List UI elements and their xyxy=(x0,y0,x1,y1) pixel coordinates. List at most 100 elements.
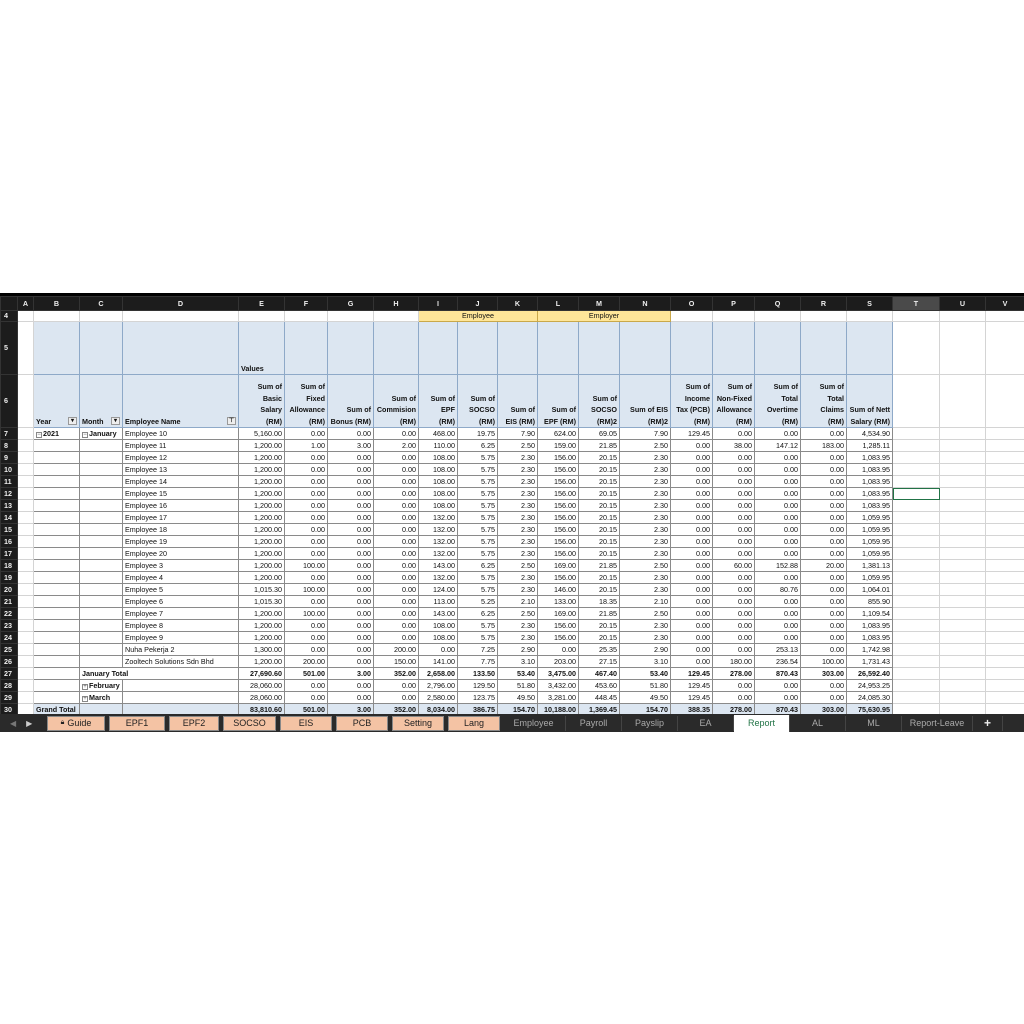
cell[interactable] xyxy=(17,631,34,644)
cell[interactable] xyxy=(892,463,940,476)
value-cell[interactable]: 20.15 xyxy=(578,523,620,536)
value-cell[interactable]: 2.50 xyxy=(497,607,538,620)
value-cell[interactable]: 448.45 xyxy=(578,691,620,704)
value-cell[interactable]: 0.00 xyxy=(327,631,374,644)
row-header-19[interactable]: 19 xyxy=(0,571,18,584)
value-cell[interactable]: 467.40 xyxy=(578,667,620,680)
value-cell[interactable]: 0.00 xyxy=(327,619,374,632)
column-header-H[interactable]: H xyxy=(373,296,419,311)
value-cell[interactable]: 20.15 xyxy=(578,463,620,476)
value-cell[interactable]: 2.30 xyxy=(619,571,671,584)
value-cell[interactable]: 108.00 xyxy=(418,499,458,512)
employee-name-cell[interactable]: Employee 8 xyxy=(122,619,239,632)
cell[interactable] xyxy=(284,310,328,322)
cell[interactable] xyxy=(17,607,34,620)
value-cell[interactable]: 0.00 xyxy=(327,475,374,488)
value-cell[interactable]: 7.25 xyxy=(457,643,498,656)
value-cell[interactable]: 0.00 xyxy=(284,475,328,488)
value-cell[interactable]: 0.00 xyxy=(284,511,328,524)
sheet-tab-payroll[interactable]: Payroll xyxy=(566,715,622,731)
row-header-16[interactable]: 16 xyxy=(0,535,18,548)
value-cell[interactable]: 20.15 xyxy=(578,451,620,464)
value-cell[interactable]: 5.75 xyxy=(457,451,498,464)
cell[interactable] xyxy=(939,463,986,476)
cell[interactable] xyxy=(985,427,1024,440)
value-cell[interactable]: 1.00 xyxy=(284,439,328,452)
value-cell[interactable]: 1,109.54 xyxy=(846,607,893,620)
cell[interactable] xyxy=(892,439,940,452)
value-cell[interactable]: 0.00 xyxy=(373,463,419,476)
cell[interactable] xyxy=(892,475,940,488)
cell[interactable] xyxy=(17,679,34,692)
cell[interactable] xyxy=(537,321,579,375)
value-cell[interactable]: 1,083.95 xyxy=(846,619,893,632)
year-cell[interactable] xyxy=(33,463,80,476)
value-cell[interactable]: 133.50 xyxy=(457,667,498,680)
value-cell[interactable]: 20.00 xyxy=(800,559,847,572)
cell[interactable] xyxy=(17,374,34,428)
month-cell[interactable] xyxy=(79,571,123,584)
cell[interactable] xyxy=(939,607,986,620)
value-cell[interactable]: 6.25 xyxy=(457,559,498,572)
row-header-13[interactable]: 13 xyxy=(0,499,18,512)
value-cell[interactable]: 0.00 xyxy=(712,643,755,656)
value-cell[interactable]: 3,281.00 xyxy=(537,691,579,704)
cell[interactable] xyxy=(892,643,940,656)
cell[interactable] xyxy=(79,310,123,322)
value-cell[interactable]: 0.00 xyxy=(670,499,713,512)
value-cell[interactable]: 0.00 xyxy=(284,427,328,440)
value-cell[interactable]: 0.00 xyxy=(327,559,374,572)
value-cell[interactable]: 28,060.00 xyxy=(238,679,285,692)
sheet-tab-eis[interactable]: EIS xyxy=(280,715,332,731)
value-cell[interactable]: 200.00 xyxy=(284,655,328,668)
column-header-J[interactable]: J xyxy=(457,296,498,311)
cell[interactable] xyxy=(985,523,1024,536)
value-cell[interactable]: 0.00 xyxy=(754,475,801,488)
cell[interactable] xyxy=(939,619,986,632)
year-cell[interactable] xyxy=(33,487,80,500)
value-cell[interactable]: 1,064.01 xyxy=(846,583,893,596)
value-cell[interactable]: 18.35 xyxy=(578,595,620,608)
month-cell[interactable] xyxy=(79,535,123,548)
value-cell[interactable]: 0.00 xyxy=(373,571,419,584)
value-cell[interactable]: 278.00 xyxy=(712,703,755,716)
cell[interactable] xyxy=(892,451,940,464)
cell[interactable] xyxy=(892,607,940,620)
value-cell[interactable]: 6.25 xyxy=(457,439,498,452)
value-cell[interactable]: 0.00 xyxy=(373,511,419,524)
employee-name-cell[interactable]: Employee 9 xyxy=(122,631,239,644)
value-cell[interactable]: 0.00 xyxy=(327,691,374,704)
value-cell[interactable]: 1,059.95 xyxy=(846,547,893,560)
row-header-25[interactable]: 25 xyxy=(0,643,18,656)
cell[interactable] xyxy=(17,619,34,632)
value-cell[interactable]: 28,060.00 xyxy=(238,691,285,704)
cell[interactable] xyxy=(800,310,847,322)
value-cell[interactable]: 5.75 xyxy=(457,487,498,500)
value-cell[interactable]: 156.00 xyxy=(537,547,579,560)
value-cell[interactable]: 0.00 xyxy=(670,655,713,668)
cell[interactable] xyxy=(17,439,34,452)
cell[interactable] xyxy=(122,310,239,322)
value-cell[interactable]: 0.00 xyxy=(754,487,801,500)
value-cell[interactable]: 152.88 xyxy=(754,559,801,572)
cell[interactable] xyxy=(939,475,986,488)
cell[interactable] xyxy=(892,571,940,584)
column-header-Q[interactable]: Q xyxy=(754,296,801,311)
value-cell[interactable]: 5.75 xyxy=(457,547,498,560)
cell[interactable] xyxy=(17,511,34,524)
value-cell[interactable]: 3,475.00 xyxy=(537,667,579,680)
value-cell[interactable]: 0.00 xyxy=(754,463,801,476)
value-cell[interactable]: 0.00 xyxy=(712,547,755,560)
value-cell[interactable]: 0.00 xyxy=(754,451,801,464)
value-cell[interactable]: 2.30 xyxy=(619,547,671,560)
value-cell[interactable]: 49.50 xyxy=(497,691,538,704)
value-cell[interactable]: 51.80 xyxy=(619,679,671,692)
sheet-tab-epf1[interactable]: EPF1 xyxy=(109,715,165,731)
cell[interactable] xyxy=(985,571,1024,584)
value-cell[interactable]: 0.00 xyxy=(284,679,328,692)
value-cell[interactable]: 0.00 xyxy=(373,607,419,620)
value-cell[interactable]: 156.00 xyxy=(537,619,579,632)
value-cell[interactable]: 1,059.95 xyxy=(846,523,893,536)
value-cell[interactable]: 1,742.98 xyxy=(846,643,893,656)
row-header-26[interactable]: 26 xyxy=(0,655,18,668)
